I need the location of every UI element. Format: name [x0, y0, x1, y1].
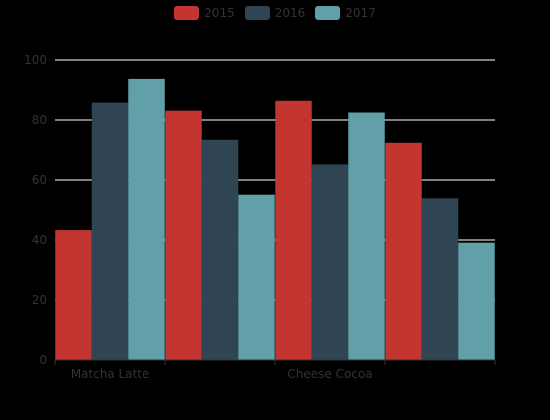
bar-2016-milk-tea [201, 139, 239, 360]
bar-2015-matcha-latte [55, 230, 92, 360]
x-tick-label: Cheese Cocoa [287, 367, 372, 381]
bar-2017-walnut-brownie [458, 242, 495, 360]
legend-label-2016: 2016 [274, 6, 306, 20]
y-tick-label: 100 [24, 53, 47, 67]
bar-2016-matcha-latte [91, 102, 129, 360]
y-tick-label: 60 [32, 173, 47, 187]
chart-legend: 2015 2016 2017 [0, 3, 550, 23]
legend-item-2016[interactable]: 2016 [244, 6, 306, 20]
bar-2017-milk-tea [238, 194, 275, 360]
legend-label-2015: 2015 [204, 6, 235, 20]
legend-swatch-2017 [315, 6, 341, 20]
bar-2015-milk-tea [165, 110, 202, 360]
bar-2016-cheese-cocoa [311, 164, 349, 360]
y-tick-label: 20 [32, 293, 47, 307]
y-tick-label: 80 [32, 113, 47, 127]
legend-item-2015[interactable]: 2015 [174, 6, 235, 20]
legend-swatch-2015 [174, 6, 200, 20]
x-tick-label: Matcha Latte [71, 367, 150, 381]
legend-item-2017[interactable]: 2017 [315, 6, 376, 20]
bar-2015-walnut-brownie [385, 142, 422, 360]
bar-2017-cheese-cocoa [348, 112, 385, 360]
bar-2015-cheese-cocoa [275, 100, 312, 361]
y-tick-label: 40 [32, 233, 47, 247]
y-tick-label: 0 [39, 353, 47, 367]
bar-2017-matcha-latte [128, 78, 165, 361]
legend-label-2017: 2017 [345, 6, 376, 20]
bar-2016-walnut-brownie [421, 198, 459, 360]
legend-swatch-2016 [244, 6, 270, 20]
